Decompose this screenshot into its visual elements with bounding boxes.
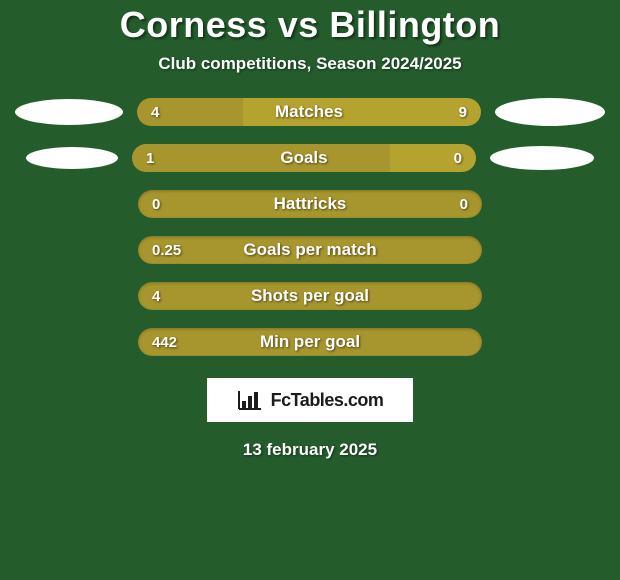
stat-right-value [454, 236, 482, 264]
branding-text: FcTables.com [271, 390, 384, 411]
stat-left-value: 0 [138, 190, 174, 218]
stat-row: 4Shots per goal [0, 282, 620, 310]
date-text: 13 february 2025 [243, 440, 377, 460]
stat-row: 10Goals [0, 144, 620, 172]
bar-left-segment [132, 144, 390, 172]
stat-row: 49Matches [0, 98, 620, 126]
right-ellipse [490, 146, 594, 170]
stats-card: Corness vs Billington Club competitions,… [0, 0, 620, 580]
stat-bar: 10Goals [132, 144, 476, 172]
page-title: Corness vs Billington [120, 4, 501, 46]
stat-label: Shots per goal [138, 282, 482, 310]
stat-left-value: 0.25 [138, 236, 195, 264]
right-ellipse [495, 98, 605, 126]
stat-left-value: 442 [138, 328, 191, 356]
bar-right-segment [390, 144, 476, 172]
stat-label: Min per goal [138, 328, 482, 356]
stat-right-value [454, 282, 482, 310]
stat-left-value: 4 [138, 282, 174, 310]
stat-row: 0 0Hattricks [0, 190, 620, 218]
stat-row: 442Min per goal [0, 328, 620, 356]
stat-bar: 49Matches [137, 98, 481, 126]
left-ellipse [15, 99, 123, 125]
stat-row: 0.25Goals per match [0, 236, 620, 264]
stat-bar: 0.25Goals per match [138, 236, 482, 264]
stat-bar: 4Shots per goal [138, 282, 482, 310]
stat-right-value [454, 328, 482, 356]
branding-badge: FcTables.com [207, 378, 413, 422]
stat-label: Goals per match [138, 236, 482, 264]
left-ellipse [26, 147, 118, 169]
stat-bar: 442Min per goal [138, 328, 482, 356]
stat-label: Hattricks [138, 190, 482, 218]
chart-icon [237, 389, 263, 411]
bar-left-segment [137, 98, 243, 126]
stat-right-value: 0 [446, 190, 482, 218]
page-subtitle: Club competitions, Season 2024/2025 [158, 54, 461, 74]
stat-rows: 49Matches 10Goals 0 0Hattricks 0.25Goals per… [0, 98, 620, 356]
bar-right-segment [243, 98, 481, 126]
stat-bar: 0 0Hattricks [138, 190, 482, 218]
